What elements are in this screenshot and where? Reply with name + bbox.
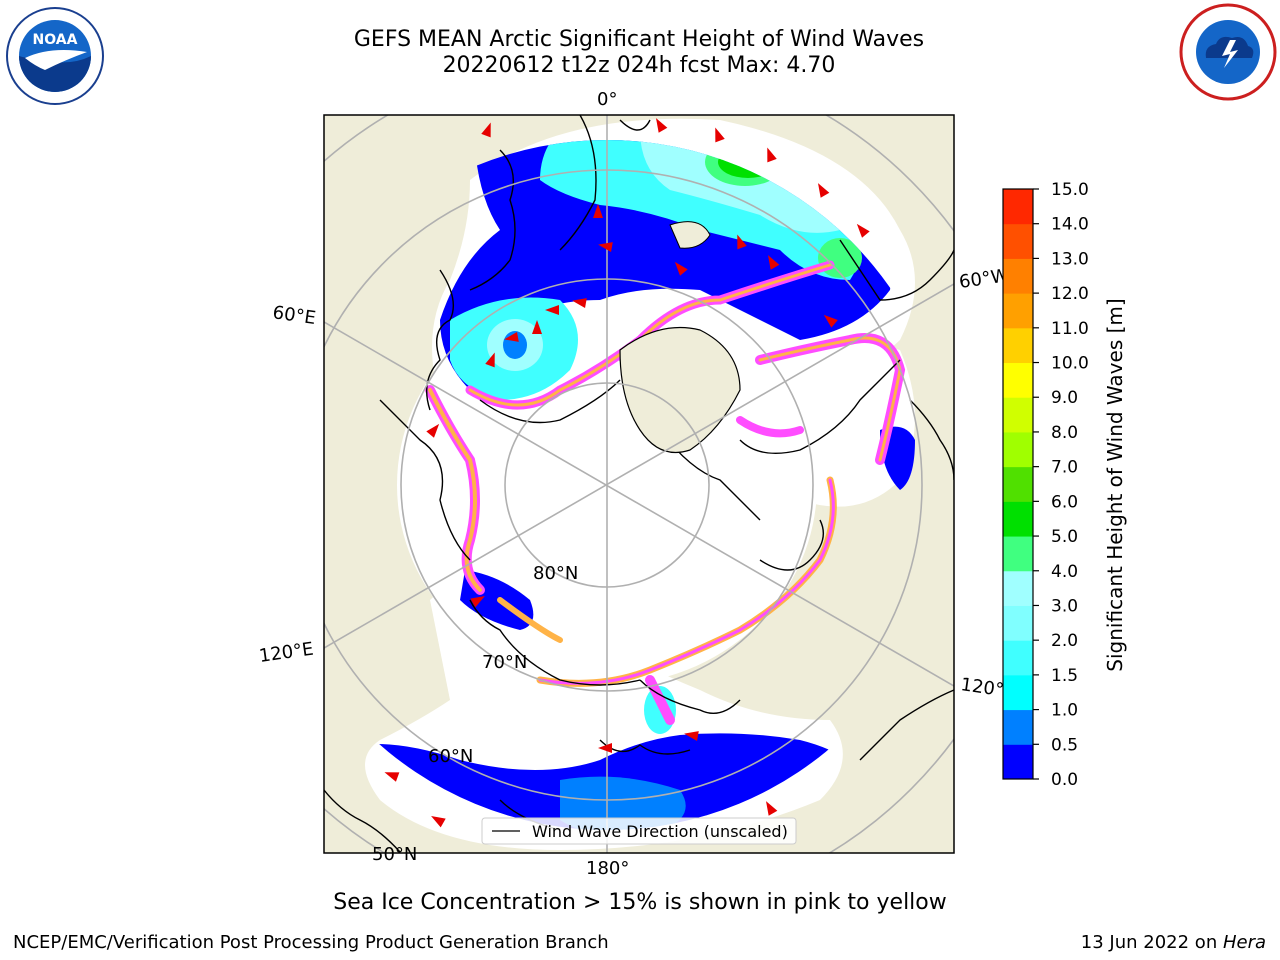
colorbar-frame xyxy=(1002,188,1034,780)
wind-wave-arrow xyxy=(674,261,688,276)
wind-wave-arrow xyxy=(470,596,485,608)
colorbar-tick-label: 15.0 xyxy=(1051,180,1089,200)
colorbar-tick-label: 8.0 xyxy=(1051,423,1078,443)
lon-label-0: 0° xyxy=(597,89,617,110)
colorbar-segment xyxy=(1003,397,1033,433)
lon-label-60e: 60°E xyxy=(271,302,317,329)
colorbar-tick-label: 1.0 xyxy=(1051,701,1078,721)
noaa-logo: NOAA xyxy=(6,7,104,105)
lon-label-180: 180° xyxy=(586,858,629,879)
wind-wave-arrow xyxy=(504,332,519,342)
footer-organization: NCEP/EMC/Verification Post Processing Pr… xyxy=(13,932,609,953)
colorbar-segment xyxy=(1003,674,1033,711)
lon-label-60w: 60°W xyxy=(958,265,1010,293)
wind-wave-arrow xyxy=(485,352,495,368)
colorbar-tick-label: 6.0 xyxy=(1051,492,1078,512)
colorbar-tick-label: 2.0 xyxy=(1051,631,1078,651)
wind-wave-arrow xyxy=(593,204,603,218)
wind-wave-arrow xyxy=(598,242,613,252)
colorbar-tick-label: 9.0 xyxy=(1051,388,1078,408)
lon-label-120e: 120°E xyxy=(258,639,315,667)
wind-wave-arrow xyxy=(481,122,491,138)
colorbar: 0.0 0.5 1.0 1.5 2.0 3.0 4.0 5.0 6.0 7.0 8.0 9.0 10.0… xyxy=(1002,180,1089,790)
map-panel xyxy=(324,115,954,853)
footer-date: 13 Jun 2022 on Hera xyxy=(1081,932,1266,953)
colorbar-segment xyxy=(1003,536,1033,572)
wind-wave-arrow xyxy=(656,118,668,133)
colorbar-segment xyxy=(1003,293,1033,329)
wind-wave-arrow xyxy=(737,234,747,250)
colorbar-segment xyxy=(1003,431,1033,468)
wind-wave-arrow xyxy=(767,147,777,163)
colorbar-tick-label: 0.0 xyxy=(1051,770,1078,790)
wind-wave-arrow xyxy=(532,320,542,334)
colorbar-tick-label: 3.0 xyxy=(1051,596,1078,616)
svg-text:NOAA: NOAA xyxy=(33,32,78,48)
colorbar-tick-label: 1.5 xyxy=(1051,666,1078,686)
colorbar-segment xyxy=(1003,327,1033,364)
wind-wave-arrows xyxy=(384,118,870,828)
lat-label-70n: 70°N xyxy=(482,652,527,673)
colorbar-tick-label: 7.0 xyxy=(1051,458,1078,478)
wind-wave-arrow xyxy=(856,223,870,238)
colorbar-segment xyxy=(1003,640,1033,676)
wind-wave-arrow xyxy=(768,255,780,270)
colorbar-segment xyxy=(1003,362,1033,398)
colorbar-segment xyxy=(1003,605,1033,641)
chart-subtitle: 20220612 t12z 024h fcst Max: 4.70 xyxy=(442,53,836,78)
colorbar-segment xyxy=(1003,258,1033,294)
colorbar-tick-label: 13.0 xyxy=(1051,249,1089,269)
colorbar-tick-label: 12.0 xyxy=(1051,284,1089,304)
wind-wave-arrow xyxy=(598,743,612,753)
colorbar-tick-label: 14.0 xyxy=(1051,215,1089,235)
wind-wave-arrow xyxy=(818,183,830,198)
colorbar-segment xyxy=(1003,709,1033,745)
lat-label-50n: 50°N xyxy=(372,844,417,865)
colorbar-tick-label: 5.0 xyxy=(1051,527,1078,547)
footer-date-text: 13 Jun 2022 on xyxy=(1080,932,1223,953)
colorbar-tick-label: 10.0 xyxy=(1051,354,1089,374)
sea-ice-edge xyxy=(425,260,906,725)
svalbard-island xyxy=(669,221,711,249)
colorbar-segment xyxy=(1003,501,1033,537)
wind-wave-arrow xyxy=(426,423,440,438)
wind-wave-arrow xyxy=(384,772,400,782)
legend-label: Wind Wave Direction (unscaled) xyxy=(532,822,788,841)
wind-wave-arrow xyxy=(572,298,587,308)
colorbar-tick-label: 11.0 xyxy=(1051,319,1089,339)
footer-machine: Hera xyxy=(1222,932,1266,953)
graticule xyxy=(324,115,954,853)
map-legend: Wind Wave Direction (unscaled) xyxy=(481,817,797,845)
nws-logo xyxy=(1179,3,1277,101)
wind-wave-arrow xyxy=(684,731,699,741)
colorbar-segment xyxy=(1003,466,1033,502)
colorbar-tick-label: 4.0 xyxy=(1051,562,1078,582)
wind-wave-arrow xyxy=(823,314,838,328)
greenland xyxy=(619,326,741,454)
colorbar-tick-label: 0.5 xyxy=(1051,735,1078,755)
wind-wave-arrow xyxy=(715,127,725,143)
map-frame xyxy=(323,114,955,854)
lat-label-60n: 60°N xyxy=(428,746,473,767)
colorbar-segment xyxy=(1003,223,1033,259)
wind-wave-arrow xyxy=(431,816,446,828)
sea-ice-caption: Sea Ice Concentration > 15% is shown in … xyxy=(333,890,947,915)
colorbar-segment xyxy=(1003,189,1033,225)
colorbar-segment xyxy=(1003,570,1033,606)
lat-label-80n: 80°N xyxy=(533,563,578,584)
colorbar-segment xyxy=(1003,744,1033,780)
wind-wave-arrow xyxy=(545,305,559,315)
wind-wave-arrow xyxy=(766,801,778,816)
chart-title: GEFS MEAN Arctic Significant Height of W… xyxy=(353,27,925,52)
